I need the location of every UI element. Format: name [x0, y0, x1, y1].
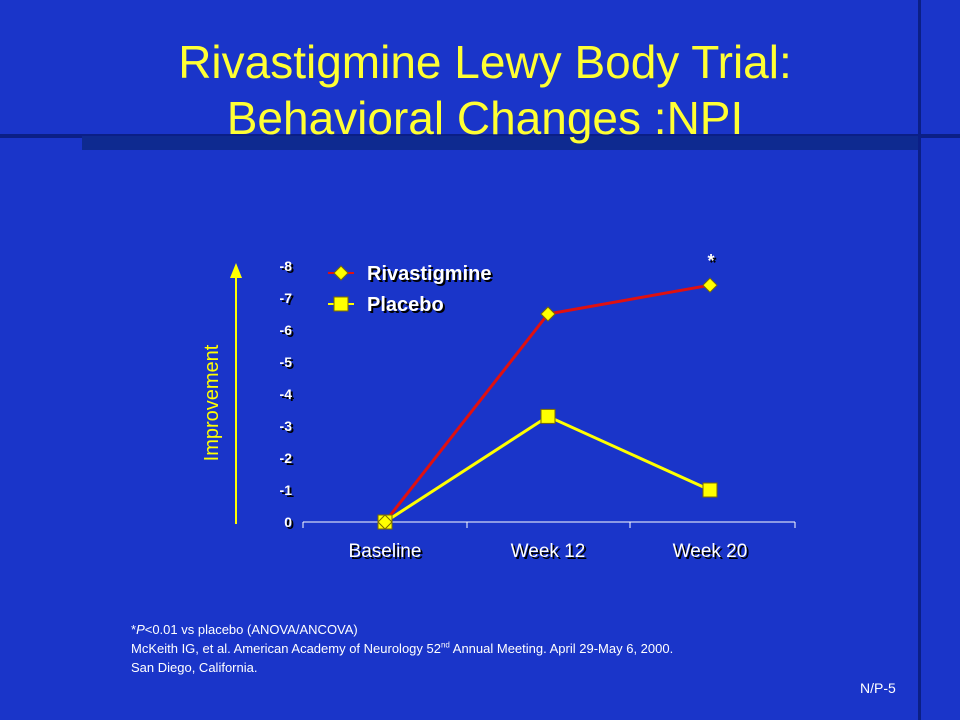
citation-line-1: McKeith IG, et al. American Academy of N… [131, 640, 674, 656]
data-point-placebo [540, 408, 556, 424]
legend-label-rivastigmine-text: Rivastigmine [367, 263, 491, 285]
significance-asterisk-shadow: * [709, 253, 716, 273]
y-axis-label: Improvement [201, 344, 223, 461]
legend-marker-placebo [333, 296, 349, 312]
right-margin-line [918, 0, 921, 720]
y-tick-label-text: -6 [280, 322, 293, 338]
y-tick-label: -4-4 [280, 386, 295, 404]
x-tick-label-shadow: Week 20 [675, 543, 750, 564]
y-tick-label-text: -3 [280, 418, 293, 434]
slide-number: N/P-5 [860, 680, 896, 696]
slide-title-line-1: Rivastigmine Lewy Body Trial: [178, 36, 792, 88]
significance-asterisk: ** [707, 251, 716, 273]
data-point-placebo [702, 482, 718, 498]
y-tick-label: -6-6 [280, 322, 295, 340]
significance-note: *P<0.01 vs placebo (ANOVA/ANCOVA) [131, 622, 358, 637]
slide-title-line-2: Behavioral Changes :NPI [226, 92, 744, 144]
title-underline-bar [82, 136, 920, 150]
y-tick-label: -7-7 [280, 290, 295, 308]
y-tick-label-text: -7 [280, 290, 293, 306]
legend-label-rivastigmine-shadow: Rivastigmine [369, 265, 493, 287]
y-tick-label: -5-5 [280, 354, 295, 372]
y-tick-label: -8-8 [280, 258, 295, 276]
y-tick-label-shadow: -6 [282, 324, 295, 340]
x-tick-label-shadow: Week 12 [513, 543, 588, 564]
data-point-rivastigmine [540, 306, 556, 322]
y-tick-label-shadow: -1 [282, 484, 295, 500]
y-tick-label: -2-2 [280, 450, 295, 468]
y-tick-label-text: -8 [280, 258, 293, 274]
y-tick-label-shadow: -5 [282, 356, 295, 372]
x-tick-label-shadow: Baseline [351, 543, 424, 564]
y-tick-label-shadow: -7 [282, 292, 295, 308]
legend-marker-rivastigmine [333, 265, 349, 281]
slide-title: Rivastigmine Lewy Body Trial: Behavioral… [70, 34, 900, 146]
footnotes: *P<0.01 vs placebo (ANOVA/ANCOVA) McKeit… [131, 620, 673, 677]
y-tick-label-text: -5 [280, 354, 293, 370]
significance-asterisk-text: * [707, 251, 714, 271]
y-tick-label-shadow: -4 [282, 388, 295, 404]
y-tick-label-shadow: 0 [286, 516, 294, 532]
x-tick-label-text: Week 20 [673, 541, 748, 562]
y-tick-label-shadow: -8 [282, 260, 295, 276]
y-tick-label: -3-3 [280, 418, 295, 436]
legend-label-placebo-text: Placebo [367, 294, 444, 316]
data-point-rivastigmine [702, 277, 718, 293]
citation-line-2: San Diego, California. [131, 660, 258, 675]
y-tick-label-text: -2 [280, 450, 293, 466]
legend-label-placebo-shadow: Placebo [369, 296, 446, 318]
x-tick-label-text: Week 12 [511, 541, 586, 562]
y-tick-label-text: 0 [284, 514, 292, 530]
y-tick-label-shadow: -2 [282, 452, 295, 468]
y-tick-label: 00 [284, 514, 294, 532]
series-line-placebo [384, 414, 711, 524]
y-tick-label: -1-1 [280, 482, 295, 500]
y-tick-label-shadow: -3 [282, 420, 295, 436]
data-point-rivastigmine [377, 514, 393, 530]
x-tick-label-text: Baseline [349, 541, 422, 562]
improvement-arrow-head [230, 263, 242, 278]
y-tick-label-text: -1 [280, 482, 293, 498]
y-tick-label-text: -4 [280, 386, 293, 402]
